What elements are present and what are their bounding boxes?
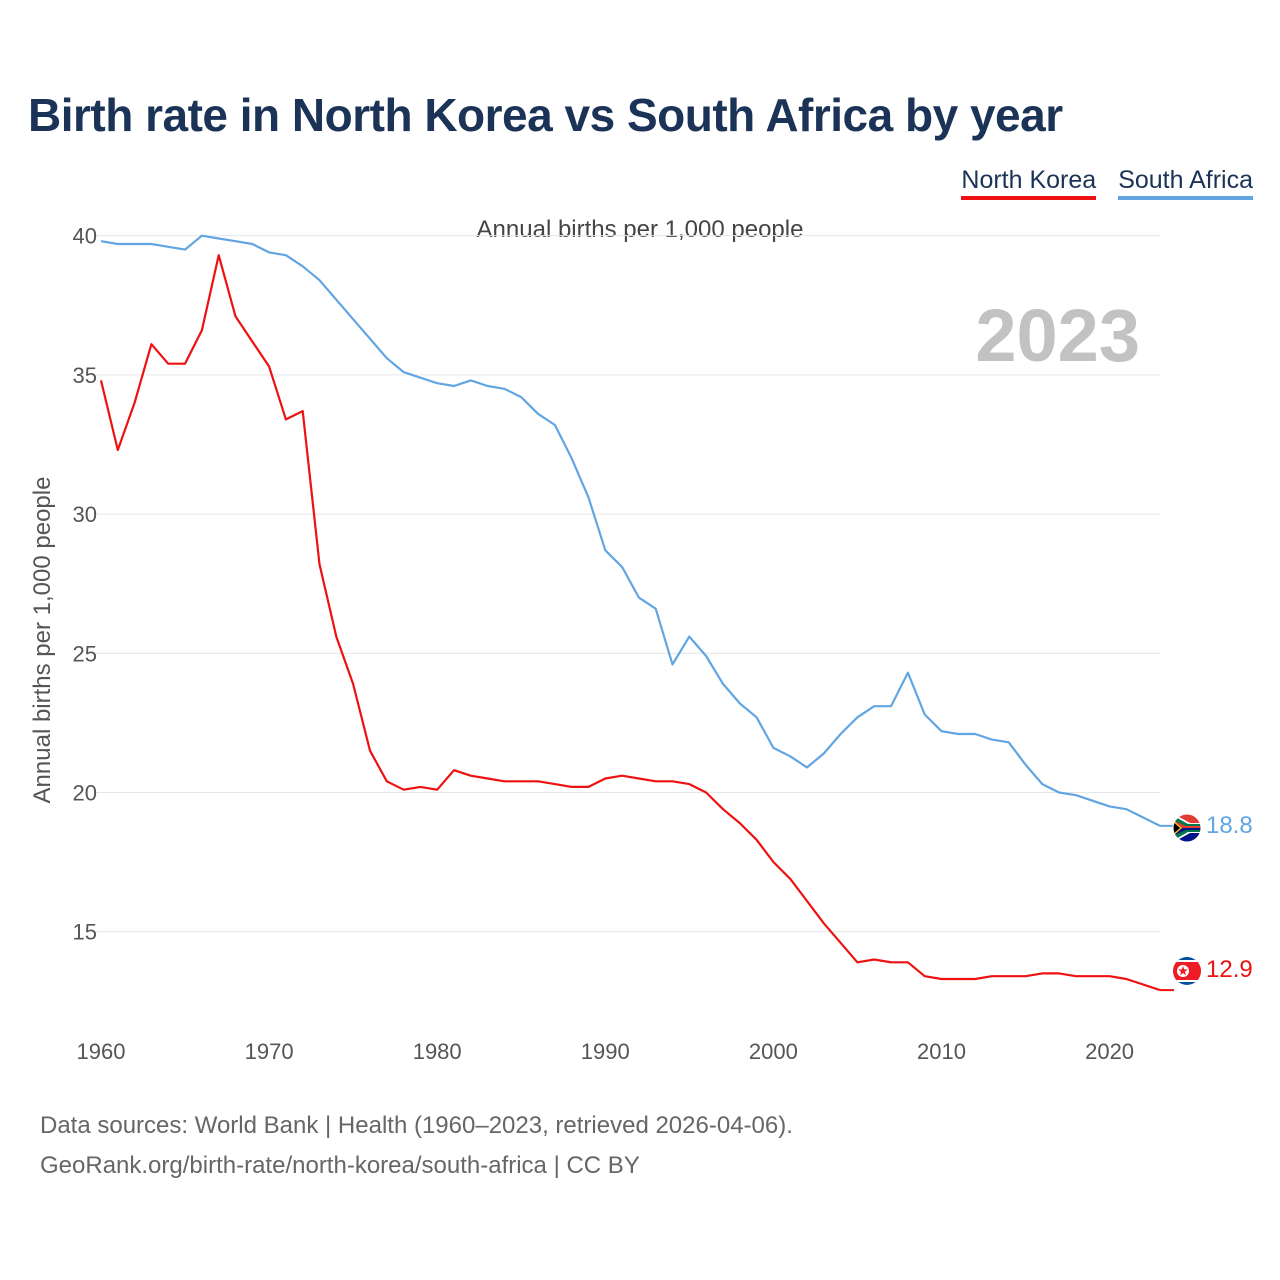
series-line-north-korea[interactable]	[99, 254, 1161, 992]
legend-item-south-africa[interactable]: South Africa	[1118, 166, 1253, 200]
x-tick-label: 1960	[77, 1039, 126, 1064]
x-tick-label: 1990	[581, 1039, 630, 1064]
y-axis-label: Annual births per 1,000 people	[29, 477, 56, 804]
x-tick-label: 2010	[917, 1039, 966, 1064]
y-tick-label: 25	[73, 641, 97, 666]
x-tick-label: 1980	[413, 1039, 462, 1064]
sources-line: Data sources: World Bank | Health (1960–…	[40, 1112, 793, 1139]
y-tick-label: 35	[73, 363, 97, 388]
south-africa-end-value: 18.8	[1206, 812, 1253, 839]
year-badge: 2023	[975, 294, 1140, 377]
x-tick-label: 2000	[749, 1039, 798, 1064]
chart-title: Birth rate in North Korea vs South Afric…	[28, 89, 1063, 141]
x-tick-label: 2020	[1085, 1039, 1134, 1064]
y-tick-label: 15	[73, 920, 97, 945]
attribution-link[interactable]: GeoRank.org/birth-rate/north-korea/south…	[40, 1152, 640, 1179]
legend-item-north-korea[interactable]: North Korea	[961, 166, 1097, 200]
gridlines	[95, 235, 1160, 933]
x-axis-ticks: 1960 1970 1980 1990 2000 2010 2020	[77, 1039, 1135, 1064]
y-tick-label: 30	[73, 502, 97, 527]
y-tick-label: 40	[73, 224, 97, 249]
end-markers: 18.8 12.9	[1172, 812, 1253, 985]
chart-subtitle: Annual births per 1,000 people	[476, 216, 804, 243]
series-lines	[99, 234, 1174, 992]
y-axis-ticks: 15 20 25 30 35 40	[73, 224, 97, 945]
data-sources: Data sources: World Bank | Health (1960–…	[40, 1106, 793, 1186]
north-korea-end-value: 12.9	[1206, 956, 1253, 983]
north-korea-flag-icon	[1173, 957, 1201, 985]
series-line-south-africa[interactable]	[100, 234, 1161, 827]
x-tick-label: 1970	[245, 1039, 294, 1064]
south-africa-flag-icon	[1172, 813, 1202, 843]
y-tick-label: 20	[73, 780, 97, 805]
legend: North Korea South Africa	[961, 166, 1253, 200]
